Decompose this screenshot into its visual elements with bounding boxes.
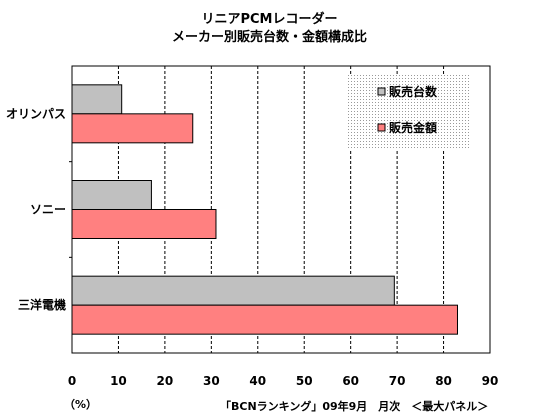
legend-box <box>346 74 471 150</box>
x-tick-label-40: 40 <box>249 374 266 388</box>
category-label-三洋電機: 三洋電機 <box>18 297 66 312</box>
chart-title-line-2: メーカー別販売台数・金額構成比 <box>171 30 367 45</box>
x-tick-label-30: 30 <box>203 374 220 388</box>
category-label-ソニー: ソニー <box>30 203 66 217</box>
x-tick-label-70: 70 <box>389 374 406 388</box>
x-tick-label-60: 60 <box>342 374 359 388</box>
bar-販売台数-オリンパス <box>71 84 123 115</box>
x-tick-label-80: 80 <box>435 374 452 388</box>
x-tick-label-0: 0 <box>68 374 76 388</box>
legend-label-販売台数: 販売台数 <box>389 84 438 99</box>
bar-販売金額-オリンパス <box>71 113 194 144</box>
x-tick-label-90: 90 <box>482 374 499 388</box>
source-note: 「BCNランキング」09年9月 月次 ＜最大パネル＞ <box>220 400 489 413</box>
bar-販売金額-ソニー <box>71 209 217 239</box>
category-label-オリンパス: オリンパス <box>6 107 66 121</box>
x-axis-label: （%） <box>64 398 98 411</box>
x-tick-label-10: 10 <box>110 374 127 388</box>
chart-title-line-1: リニアPCMレコーダー <box>201 12 338 27</box>
bar-販売台数-三洋電機 <box>71 275 395 306</box>
x-tick-label-20: 20 <box>157 374 174 388</box>
legend-swatch-販売台数 <box>377 87 386 96</box>
bar-販売金額-三洋電機 <box>71 304 458 335</box>
legend-label-販売金額: 販売金額 <box>389 120 437 135</box>
bar-販売台数-ソニー <box>71 180 152 210</box>
x-tick-label-50: 50 <box>296 374 313 388</box>
legend-swatch-販売金額 <box>377 123 386 132</box>
